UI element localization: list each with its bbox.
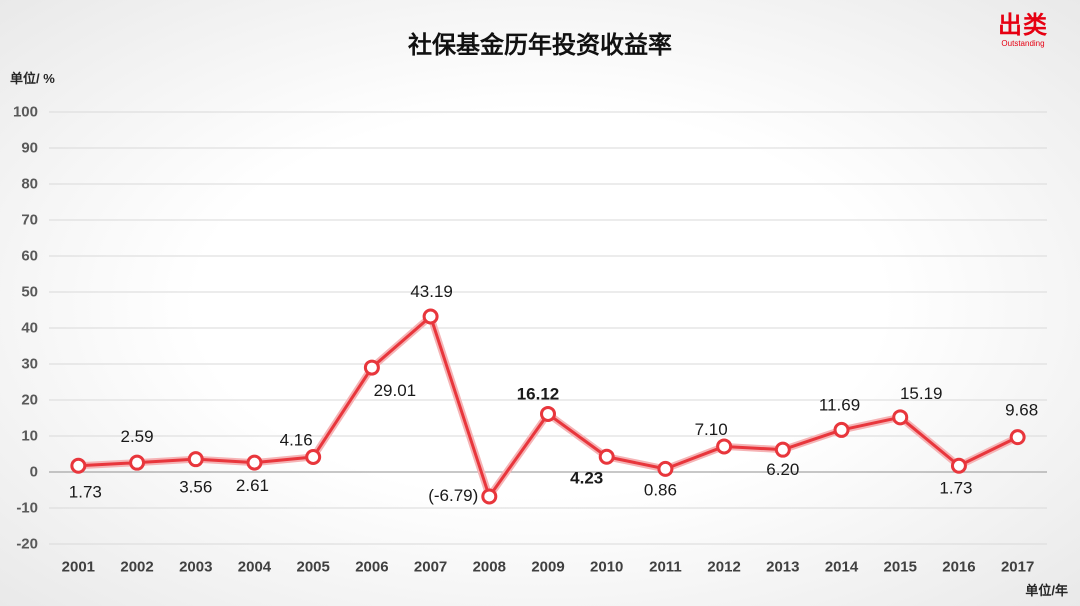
y-tick-label: -20: [16, 536, 38, 553]
x-tick-label: 2003: [179, 559, 212, 576]
data-label: 9.68: [1005, 401, 1038, 420]
data-point: [305, 449, 322, 466]
data-point: [716, 438, 733, 455]
x-tick-label: 2017: [1001, 559, 1034, 576]
x-tick-label: 2012: [707, 559, 740, 576]
data-point: [833, 421, 850, 438]
data-point: [363, 359, 380, 376]
x-tick-label: 2010: [590, 559, 623, 576]
data-point: [70, 457, 87, 474]
data-labels: 1.73 2.59 3.56 2.61 4.16 29.01 43.19 (-6.79) 16.…: [69, 282, 1038, 505]
x-axis-ticks: 2001 2002 2003 2004 2005 2006 2007 2008 2009 2010…: [62, 559, 1035, 576]
x-tick-label: 2005: [296, 559, 329, 576]
x-tick-label: 2008: [473, 559, 506, 576]
y-tick-label: 0: [30, 464, 38, 481]
y-tick-label: 80: [21, 176, 38, 193]
data-point: [129, 454, 146, 471]
data-point: [892, 409, 909, 426]
x-tick-label: 2013: [766, 559, 799, 576]
data-label: 1.73: [69, 482, 102, 501]
y-tick-label: 60: [21, 248, 38, 265]
data-label: 4.23: [570, 468, 603, 487]
data-label: 11.69: [819, 395, 860, 414]
data-point: [481, 488, 498, 505]
logo-subtext: Outstanding: [1001, 39, 1045, 48]
series: [70, 308, 1026, 505]
data-label: 4.16: [280, 431, 313, 450]
data-point: [657, 460, 674, 477]
x-tick-label: 2007: [414, 559, 447, 576]
x-tick-label: 2014: [825, 559, 859, 576]
data-label: 2.59: [121, 427, 154, 446]
data-label: (-6.79): [428, 486, 478, 505]
x-tick-label: 2001: [62, 559, 95, 576]
y-tick-label: 10: [21, 428, 38, 445]
x-tick-label: 2011: [649, 559, 682, 576]
y-tick-label: 90: [21, 140, 38, 157]
data-label: 7.10: [695, 420, 728, 439]
logo-text: 出类: [998, 12, 1048, 39]
y-tick-label: -10: [16, 500, 38, 517]
chart-title: 社保基金历年投资收益率: [408, 32, 672, 59]
gridlines: [49, 111, 1047, 545]
data-point: [422, 308, 439, 325]
x-tick-label: 2009: [531, 559, 564, 576]
data-point: [774, 441, 791, 458]
data-label: 0.86: [644, 480, 677, 499]
data-label: 6.20: [766, 460, 799, 479]
y-axis-label: 单位/ %: [10, 71, 55, 86]
x-tick-label: 2002: [120, 559, 153, 576]
x-tick-label: 2004: [238, 559, 272, 576]
data-point: [1009, 429, 1026, 446]
data-label: 3.56: [179, 478, 212, 497]
data-label: 16.12: [517, 384, 560, 403]
y-tick-label: 40: [21, 320, 38, 337]
data-point: [598, 448, 615, 465]
y-tick-label: 70: [21, 212, 38, 229]
data-point: [540, 405, 556, 422]
data-label: 43.19: [410, 282, 453, 301]
data-point: [246, 454, 263, 471]
data-point: [187, 451, 204, 468]
x-tick-label: 2015: [884, 559, 917, 576]
data-label: 1.73: [939, 478, 972, 497]
y-tick-label: 30: [21, 356, 38, 373]
data-label: 15.19: [900, 384, 943, 403]
x-tick-label: 2006: [355, 559, 388, 576]
x-tick-label: 2016: [942, 559, 975, 576]
brand-logo: 出类 Outstanding: [998, 12, 1048, 49]
y-tick-label: 20: [21, 392, 38, 409]
y-tick-label: 50: [21, 284, 38, 301]
data-label: 29.01: [374, 381, 417, 400]
y-tick-label: 100: [13, 104, 38, 121]
x-axis-label: 单位/年: [1025, 583, 1068, 598]
data-label: 2.61: [236, 476, 269, 495]
data-point: [950, 457, 967, 474]
